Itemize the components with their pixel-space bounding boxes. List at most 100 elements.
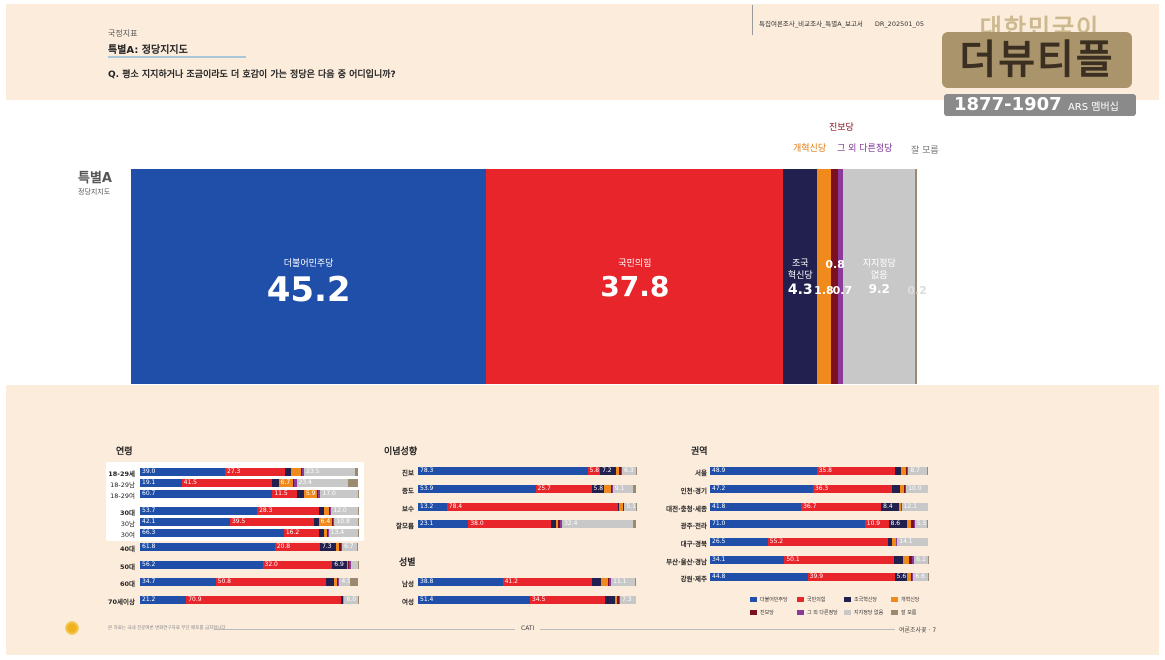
- row-value: 5.6: [896, 573, 907, 580]
- row-segment: [300, 468, 302, 476]
- row-segment: [592, 578, 602, 586]
- row-value: 12.1: [903, 503, 917, 510]
- row-value: 6.6: [915, 573, 925, 580]
- label-rebuild-1: 조국: [791, 259, 809, 269]
- row-segment: [888, 538, 893, 546]
- row-segment: [229, 518, 315, 526]
- row-value: 10.8: [336, 518, 350, 525]
- row-label: 30대: [119, 509, 135, 517]
- row-value: 23.5: [306, 468, 320, 475]
- row-value: 41.8: [712, 503, 726, 510]
- row-label: 18-29세: [108, 470, 135, 478]
- row-value: 8.7: [910, 467, 920, 474]
- row-value: 11.5: [274, 490, 288, 497]
- row-segment: [502, 578, 593, 586]
- row-label: 60대: [119, 580, 135, 588]
- stacked-row-bar: 26.5 55.2 14.1: [710, 538, 928, 546]
- label-none-2: 없음: [870, 271, 888, 281]
- row-label: 18-29여: [110, 492, 135, 500]
- row-segment: [894, 573, 907, 581]
- legend-swatch: [750, 597, 757, 602]
- row-segment: [903, 556, 909, 564]
- row-segment: [551, 520, 556, 528]
- row-segment: [338, 578, 340, 586]
- row-segment: [807, 573, 895, 581]
- row-segment: [274, 543, 321, 551]
- row-value: 34.5: [532, 596, 546, 603]
- row-value: 34.1: [712, 556, 726, 563]
- row-segment: [601, 578, 608, 586]
- chart-side-title: 특별A: [78, 171, 112, 186]
- value-progressive: 0.8: [825, 258, 845, 271]
- row-segment: [324, 507, 329, 515]
- row-segment: [600, 467, 616, 475]
- row-value: 6.9: [334, 561, 344, 568]
- row-segment: [904, 485, 906, 493]
- stacked-row-bar: 23.1 38.0 32.4: [418, 520, 636, 528]
- row-segment: [607, 578, 610, 586]
- value-none: 9.2: [868, 282, 890, 296]
- stacked-row-bar: 41.8 36.7 8.4 12.1: [710, 503, 928, 511]
- row-segment: [418, 578, 503, 586]
- row-segment: [881, 503, 900, 511]
- row-segment: [335, 543, 340, 551]
- panel-title: 이념성향: [384, 447, 418, 457]
- stacked-row-bar: 42.1 39.5 6.4 10.8: [140, 518, 358, 526]
- row-segment: [186, 596, 341, 604]
- row-value: 8.4: [883, 503, 893, 510]
- row-segment: [710, 467, 817, 475]
- row-value: 27.3: [227, 468, 241, 475]
- row-label: 보수: [402, 505, 414, 513]
- row-label: 대구·경북: [680, 540, 707, 548]
- stacked-row-bar: 53.7 28.3 12.0: [140, 507, 358, 515]
- broadcast-logo: 대한민국이 더뷰티플 1877-1907 ARS 멤버십: [942, 8, 1138, 116]
- row-value: 50.8: [217, 578, 231, 585]
- header-category: 국정지표: [108, 29, 138, 38]
- stacked-row-bar: 38.8 41.2 11.1: [418, 578, 636, 586]
- row-value: 6.1: [916, 556, 926, 563]
- row-segment: [615, 467, 619, 475]
- row-segment: [356, 543, 358, 551]
- row-segment: [892, 538, 896, 546]
- row-segment: [350, 561, 358, 569]
- row-segment: [618, 596, 621, 604]
- row-segment: [801, 503, 882, 511]
- main-segment: [131, 169, 487, 384]
- row-label: 인천·경기: [680, 487, 707, 495]
- row-segment: [905, 485, 907, 493]
- row-segment: [225, 468, 285, 476]
- row-segment: [899, 485, 905, 493]
- legend-label: 개혁신당: [901, 597, 920, 603]
- row-segment: [914, 556, 928, 564]
- row-segment: [337, 578, 339, 586]
- row-value: 66.3: [142, 529, 156, 536]
- row-segment: [604, 485, 611, 493]
- footer-source: 여론조사꽃 · 7: [895, 625, 941, 634]
- row-segment: [895, 538, 897, 546]
- row-segment: [350, 578, 358, 586]
- row-segment: [324, 529, 327, 537]
- label-dem: 더불어민주당: [283, 259, 334, 269]
- legend-swatch: [844, 597, 851, 602]
- footer-method: CATI: [515, 625, 541, 632]
- row-segment: [348, 561, 350, 569]
- row-value: 39.0: [142, 468, 156, 475]
- row-segment: [355, 468, 358, 476]
- row-segment: [617, 503, 619, 511]
- row-label: 진보: [402, 469, 414, 477]
- row-value: 28.3: [259, 507, 273, 514]
- top-label-dk: 잘 모름: [911, 146, 939, 156]
- row-segment: [331, 507, 358, 515]
- row-segment: [897, 538, 928, 546]
- stacked-row-bar: 34.1 50.1 6.1: [710, 556, 928, 564]
- legend-swatch: [844, 610, 851, 615]
- row-segment: [555, 520, 558, 528]
- logo-number: 1877-1907: [954, 94, 1062, 115]
- row-segment: [906, 485, 928, 493]
- row-value: 7.3: [622, 596, 632, 603]
- row-segment: [418, 485, 536, 493]
- row-value: 19.1: [142, 479, 156, 486]
- row-segment: [557, 520, 560, 528]
- row-segment: [605, 596, 616, 604]
- main-segment: [843, 169, 916, 384]
